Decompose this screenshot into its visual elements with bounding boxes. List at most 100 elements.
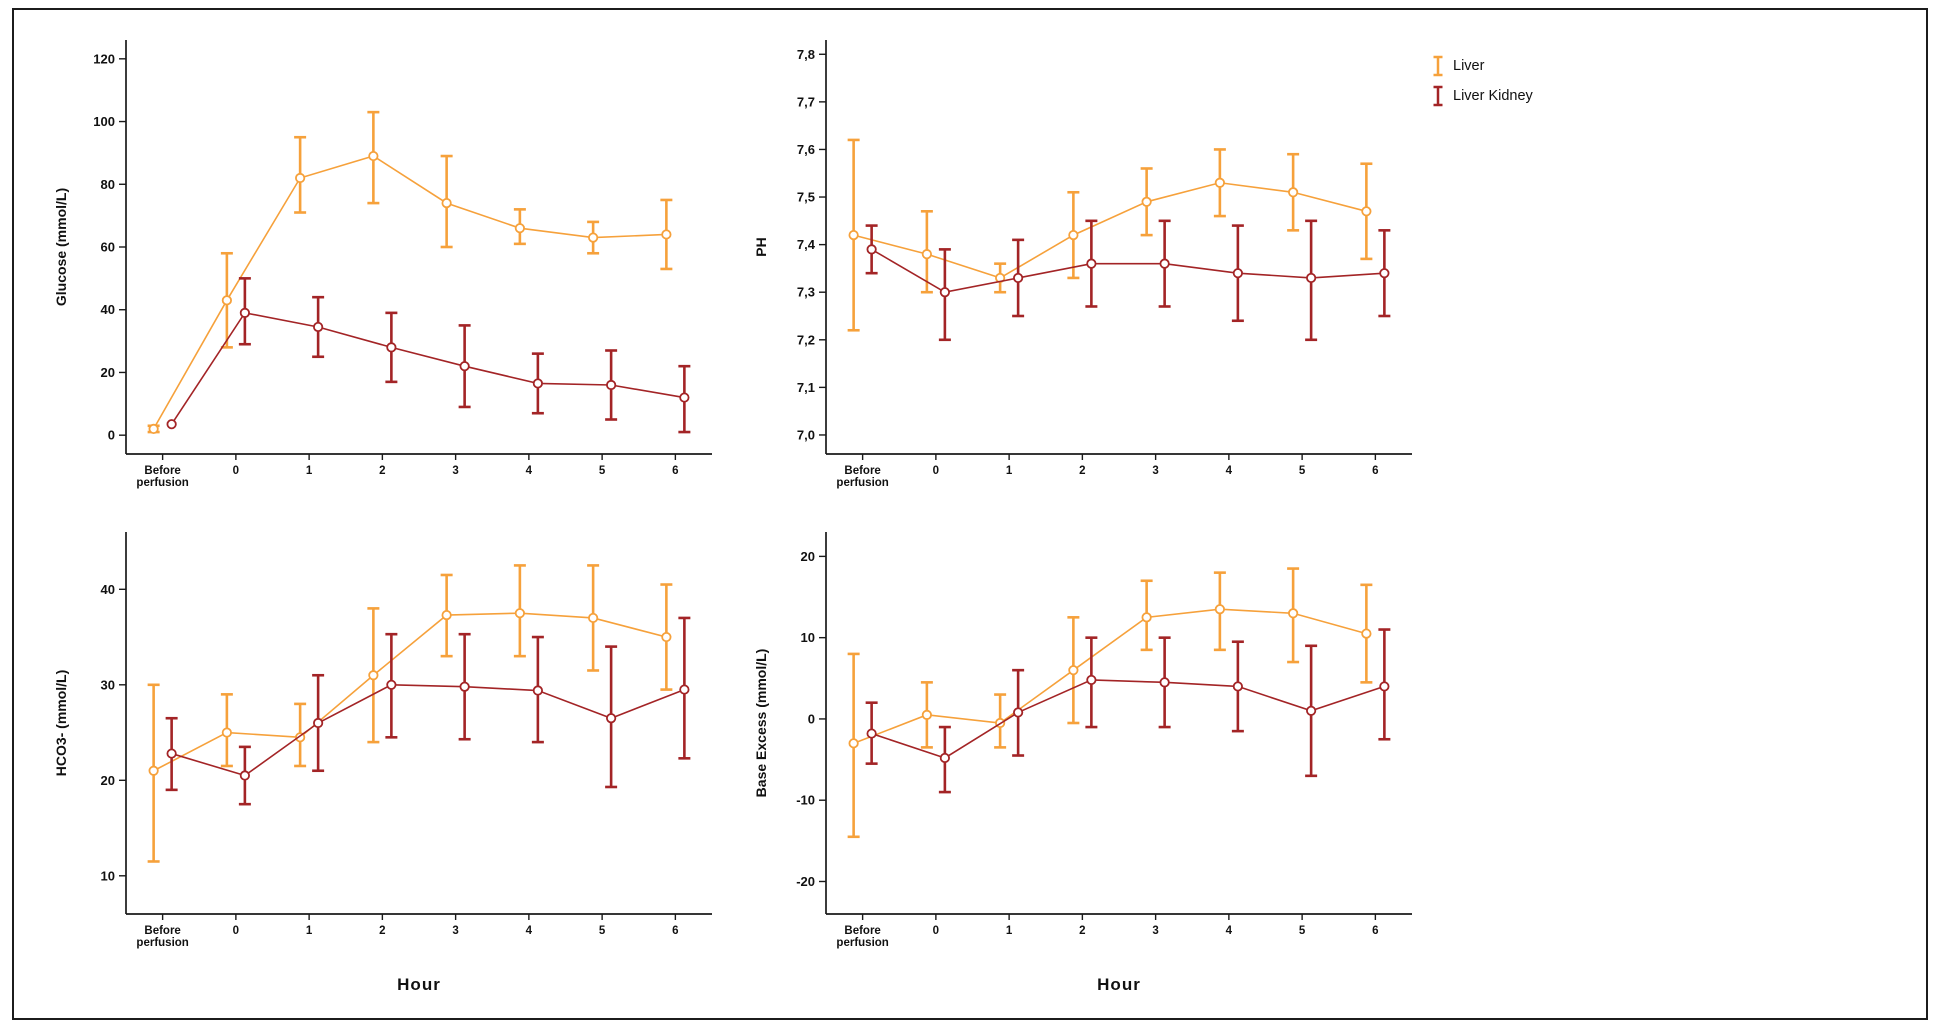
data-point	[661, 229, 672, 240]
data-point	[1013, 707, 1024, 718]
data-point	[921, 709, 932, 720]
data-point	[1159, 258, 1170, 269]
data-point	[1288, 187, 1299, 198]
x-tick-label: 4	[526, 925, 533, 937]
x-tick-label: Before perfusion	[836, 465, 888, 489]
data-point	[532, 685, 543, 696]
data-point	[166, 748, 177, 759]
x-tick-label: 1	[306, 465, 313, 477]
data-point	[441, 197, 452, 209]
data-point	[848, 230, 859, 241]
x-tick-label: 4	[526, 465, 533, 477]
x-tick-label: 5	[1299, 925, 1306, 937]
x-tick-label: 2	[1079, 465, 1085, 477]
data-point	[368, 150, 379, 162]
y-tick-label: 7,6	[797, 142, 815, 157]
data-point	[1086, 258, 1097, 269]
y-tick-label: 10	[101, 868, 115, 883]
data-point	[221, 295, 232, 306]
ph-plot: 7,0 7,1 7,2 7,3 7,4 7,5 7,6 7,7 7,8 Before perfusi…	[753, 40, 1412, 489]
y-tick-label: 40	[101, 582, 115, 597]
x-axis-title: Hour	[397, 975, 441, 994]
x-tick-label: 4	[1226, 925, 1233, 937]
x-tick-label: 3	[452, 465, 458, 477]
x-tick-label: 5	[1299, 465, 1306, 477]
x-tick-label: 6	[672, 465, 678, 477]
y-axis-title: Base Excess (mmol/L)	[753, 649, 769, 798]
y-tick-label: 7,4	[797, 237, 816, 252]
y-tick-label: 30	[101, 677, 115, 692]
glucose-plot: 0 20 40 60 80 100 120 Before perfusion 0 1 2 3 4 5 6 Glu…	[53, 40, 712, 489]
data-point	[1159, 677, 1170, 688]
y-tick-label: 7,3	[797, 285, 815, 300]
x-tick-label: 4	[1226, 465, 1233, 477]
series-line	[853, 608, 1367, 745]
y-tick-label: 7,7	[797, 94, 815, 109]
data-point	[588, 232, 599, 243]
series-line	[853, 181, 1367, 279]
y-tick-label: 40	[101, 302, 115, 317]
ph-chart: 7,0 7,1 7,2 7,3 7,4 7,5 7,6 7,7 7,8 Before perfusi…	[740, 22, 1440, 514]
x-tick-label: 0	[233, 465, 239, 477]
x-tick-label: 0	[933, 925, 939, 937]
charts-grid: 0 20 40 60 80 100 120 Before perfusion 0 1 2 3 4 5 6 Glu…	[40, 22, 1440, 1006]
x-tick-label: 2	[379, 465, 385, 477]
y-tick-label: 20	[801, 549, 815, 564]
x-tick-label: 6	[1372, 465, 1378, 477]
series-line	[152, 155, 667, 430]
legend-item-liver: Liver	[1432, 54, 1533, 78]
x-tick-label: Before perfusion	[136, 465, 188, 489]
figure-border: 0 20 40 60 80 100 120 Before perfusion 0 1 2 3 4 5 6 Glu…	[12, 8, 1928, 1020]
y-tick-label: -20	[796, 874, 815, 889]
data-point	[441, 609, 452, 621]
y-axis-title: HCO3- (mmol/L)	[53, 670, 69, 777]
y-tick-label: 20	[101, 773, 115, 788]
data-point	[1379, 268, 1390, 279]
y-tick-label: 7,0	[797, 427, 815, 442]
data-point	[295, 172, 306, 184]
data-point	[1214, 604, 1225, 615]
series-line	[871, 248, 1385, 294]
y-tick-label: 7,8	[797, 47, 815, 62]
y-axis-title: PH	[753, 237, 769, 256]
x-tick-label: 0	[933, 465, 939, 477]
x-tick-label: Before perfusion	[136, 925, 188, 949]
series-line	[153, 612, 667, 772]
glucose-chart: 0 20 40 60 80 100 120 Before perfusion 0 1 2 3 4 5 6 Glu…	[40, 22, 740, 514]
liver-errorbar-icon	[1432, 54, 1444, 78]
data-point	[679, 392, 690, 403]
y-tick-label: 60	[101, 240, 115, 255]
hco3-chart: 10 20 30 40 Before perfusion 0 1 2 3 4 5 6 HCO3- (mmo…	[40, 514, 740, 1006]
series-line	[871, 679, 1385, 759]
data-point	[1141, 612, 1152, 623]
y-tick-label: 0	[808, 711, 815, 726]
x-tick-label: 1	[1006, 465, 1013, 477]
data-point	[1068, 230, 1079, 241]
data-point	[1141, 196, 1152, 207]
x-tick-label: 3	[1152, 465, 1158, 477]
x-tick-label: 1	[1006, 925, 1013, 937]
y-axis-title: Glucose (mmol/L)	[53, 188, 69, 306]
data-point	[386, 679, 397, 690]
x-tick-label: 5	[599, 925, 606, 937]
x-tick-label: 2	[1079, 925, 1085, 937]
data-point	[1086, 674, 1097, 686]
data-point	[239, 770, 250, 781]
y-tick-label: 7,1	[797, 380, 815, 395]
data-point	[1232, 268, 1243, 279]
x-tick-label: 6	[1372, 925, 1378, 937]
x-tick-label: 3	[452, 925, 458, 937]
legend: Liver Liver Kidney	[1432, 54, 1533, 108]
data-point	[221, 727, 232, 738]
y-tick-label: 7,2	[797, 332, 815, 347]
data-point	[1306, 705, 1317, 716]
data-point	[866, 244, 877, 255]
y-tick-label: 7,5	[797, 190, 815, 205]
data-point	[514, 223, 525, 234]
base-excess-chart: -20 -10 0 10 20 Before perfusion 0 1 2 3 4 5 6 Base Ex…	[740, 514, 1440, 1006]
data-point	[1214, 177, 1225, 188]
series-line	[171, 683, 685, 777]
data-point	[1379, 681, 1390, 692]
x-tick-label: 0	[233, 925, 239, 937]
